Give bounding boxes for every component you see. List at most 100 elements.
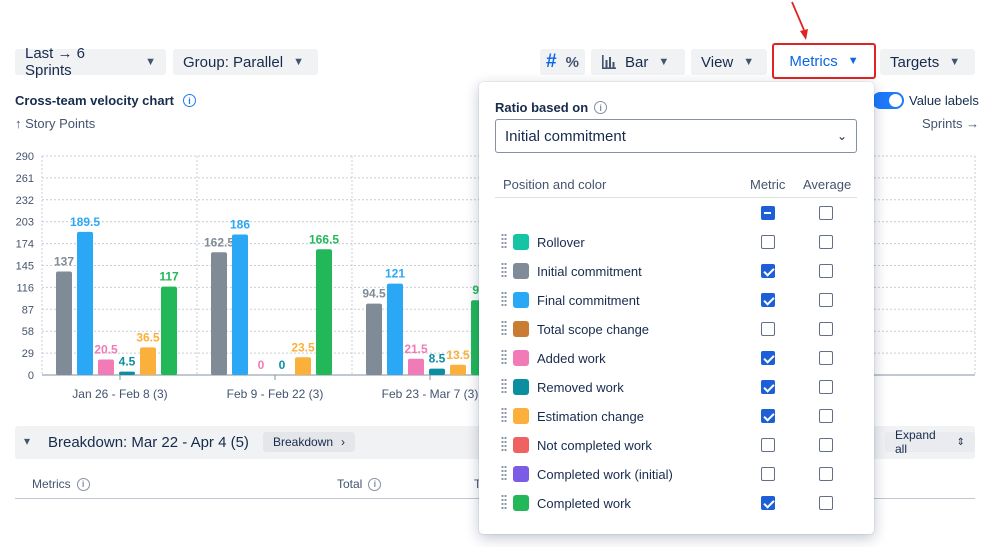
average-checkbox[interactable]	[819, 409, 833, 423]
chevron-right-icon: ›	[341, 435, 346, 449]
info-icon[interactable]: i	[76, 477, 90, 491]
panel-divider	[495, 197, 857, 198]
value-label: 186	[230, 218, 250, 232]
metric-checkbox[interactable]	[761, 438, 775, 452]
color-swatch[interactable]	[513, 466, 529, 482]
value-label: 0	[258, 358, 265, 372]
y-tick-label: 203	[16, 217, 34, 229]
metrics-panel: Ratio based on i Initial commitment ⌄ Po…	[479, 82, 874, 534]
average-checkbox[interactable]	[819, 322, 833, 336]
metric-row-label: Rollover	[537, 235, 585, 250]
average-checkbox[interactable]	[819, 438, 833, 452]
view-dropdown[interactable]: View ▼	[691, 49, 767, 75]
drag-handle-icon[interactable]	[501, 349, 507, 365]
metric-checkbox[interactable]	[761, 467, 775, 481]
bar	[161, 286, 177, 375]
metric-row[interactable]: Added work	[495, 343, 857, 372]
metric-row[interactable]: Estimation change	[495, 401, 857, 430]
drag-handle-icon[interactable]	[501, 378, 507, 394]
color-swatch[interactable]	[513, 234, 529, 250]
metric-checkbox[interactable]	[761, 235, 775, 249]
metric-row-label: Not completed work	[537, 438, 652, 453]
metric-row[interactable]: Total scope change	[495, 314, 857, 343]
average-checkbox[interactable]	[819, 351, 833, 365]
value-label: 8.5	[429, 352, 446, 366]
average-checkbox[interactable]	[819, 264, 833, 278]
drag-handle-icon[interactable]	[501, 436, 507, 452]
breakdown-button[interactable]: Breakdown ›	[263, 432, 356, 452]
average-checkbox[interactable]	[819, 467, 833, 481]
color-swatch[interactable]	[513, 321, 529, 337]
y-tick-label: 116	[16, 282, 34, 294]
average-checkbox[interactable]	[819, 380, 833, 394]
metric-row-label: Estimation change	[537, 409, 644, 424]
chevron-down-icon: ▼	[949, 56, 961, 68]
annotation-arrow-icon	[791, 1, 808, 40]
metric-checkbox[interactable]	[761, 380, 775, 394]
metric-checkbox[interactable]	[761, 496, 775, 510]
drag-handle-icon[interactable]	[501, 407, 507, 423]
color-swatch[interactable]	[513, 379, 529, 395]
metric-row[interactable]: Rollover	[495, 227, 857, 256]
metric-checkbox[interactable]	[761, 322, 775, 336]
drag-handle-icon[interactable]	[501, 465, 507, 481]
info-icon[interactable]: i	[182, 94, 196, 107]
chart-type-dropdown[interactable]: Bar ▼	[591, 49, 685, 75]
info-icon[interactable]: i	[368, 477, 382, 491]
chart-title-text: Cross-team velocity chart	[15, 93, 174, 108]
metric-row[interactable]: Removed work	[495, 372, 857, 401]
chart-title: Cross-team velocity chart i	[15, 93, 196, 108]
metric-checkbox[interactable]	[761, 351, 775, 365]
metrics-dropdown[interactable]: Metrics ▼	[772, 43, 876, 79]
ratio-select[interactable]: Initial commitment ⌄	[495, 119, 857, 153]
metric-row[interactable]: Final commitment	[495, 285, 857, 314]
metric-checkbox[interactable]	[761, 293, 775, 307]
y-tick-label: 87	[22, 304, 34, 316]
hash-icon[interactable]: #	[546, 51, 557, 72]
group-label: Group: Parallel	[183, 53, 284, 71]
expand-all-button[interactable]: Expand all ⇕	[885, 428, 975, 456]
total-column-header: Total i	[337, 477, 382, 491]
collapse-chevron-icon[interactable]: ▾	[24, 434, 31, 448]
drag-handle-icon[interactable]	[501, 262, 507, 278]
drag-handle-icon[interactable]	[501, 291, 507, 307]
average-checkbox[interactable]	[819, 293, 833, 307]
metric-row-label: Completed work (initial)	[537, 467, 673, 482]
metric-checkbox[interactable]	[761, 409, 775, 423]
drag-handle-icon[interactable]	[501, 494, 507, 510]
chevron-down-icon: ▼	[847, 55, 859, 67]
color-swatch[interactable]	[513, 263, 529, 279]
bar	[450, 364, 466, 375]
y-tick-label: 29	[22, 348, 34, 360]
sprint-range-dropdown[interactable]: Last → 6 Sprints ▼	[15, 45, 166, 79]
drag-handle-icon[interactable]	[501, 233, 507, 249]
metric-row[interactable]: Not completed work	[495, 430, 857, 459]
value-labels-toggle[interactable]	[872, 92, 904, 109]
bar	[77, 231, 93, 375]
metric-checkbox[interactable]	[761, 264, 775, 278]
metrics-label: Metrics	[789, 52, 838, 70]
metric-row[interactable]: Initial commitment	[495, 256, 857, 285]
bar-chart-icon	[602, 55, 616, 69]
info-icon[interactable]: i	[594, 101, 608, 114]
percent-icon[interactable]: %	[565, 53, 579, 71]
color-swatch[interactable]	[513, 292, 529, 308]
color-swatch[interactable]	[513, 495, 529, 511]
x-tick-label: Feb 9 - Feb 22 (3)	[227, 387, 324, 401]
average-checkbox[interactable]	[819, 235, 833, 249]
select-all-average-checkbox[interactable]	[819, 206, 833, 220]
color-swatch[interactable]	[513, 437, 529, 453]
group-dropdown[interactable]: Group: Parallel ▼	[173, 49, 318, 75]
value-label: 94.5	[362, 287, 386, 301]
select-all-metric-checkbox[interactable]	[761, 206, 775, 220]
color-swatch[interactable]	[513, 350, 529, 366]
color-swatch[interactable]	[513, 408, 529, 424]
number-percent-toggle[interactable]: # %	[540, 49, 585, 75]
average-checkbox[interactable]	[819, 496, 833, 510]
drag-handle-icon[interactable]	[501, 320, 507, 336]
metric-row-label: Initial commitment	[537, 264, 642, 279]
metric-row[interactable]: Completed work	[495, 488, 857, 517]
targets-dropdown[interactable]: Targets ▼	[880, 49, 975, 75]
metric-row[interactable]: Completed work (initial)	[495, 459, 857, 488]
value-label: 137	[54, 255, 74, 269]
